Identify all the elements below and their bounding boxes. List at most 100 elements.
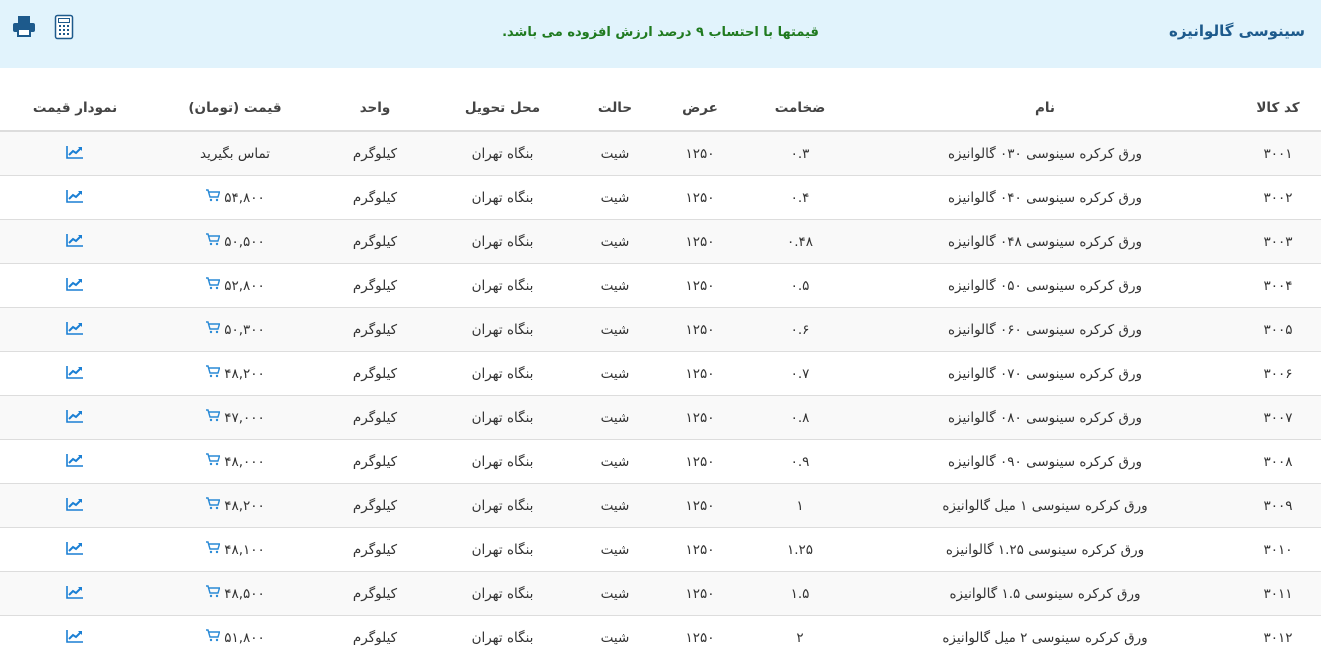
unit-cell: کیلوگرم	[320, 440, 430, 484]
code-cell: ۳۰۰۹	[1235, 484, 1321, 528]
code-cell: ۳۰۱۲	[1235, 616, 1321, 659]
cart-icon[interactable]	[205, 189, 220, 206]
name-cell: ورق کرکره سینوسی ۰۵۰ گالوانیزه	[855, 264, 1235, 308]
price-cell: ۵۱,۸۰۰	[150, 616, 320, 659]
price-chart-icon[interactable]	[66, 323, 84, 339]
code-cell: ۳۰۱۰	[1235, 528, 1321, 572]
state-cell: شیت	[575, 352, 655, 396]
chart-cell	[0, 440, 150, 484]
chart-cell	[0, 572, 150, 616]
price-value: ۴۸,۲۰۰	[224, 366, 265, 382]
thickness-cell: ۰.۷	[745, 352, 855, 396]
price-cell: ۴۸,۰۰۰	[150, 440, 320, 484]
delivery-cell: بنگاه تهران	[430, 264, 575, 308]
code-cell: ۳۰۱۱	[1235, 572, 1321, 616]
name-cell: ورق کرکره سینوسی ۰۴۰ گالوانیزه	[855, 176, 1235, 220]
state-cell: شیت	[575, 220, 655, 264]
code-cell: ۳۰۰۳	[1235, 220, 1321, 264]
unit-cell: کیلوگرم	[320, 528, 430, 572]
width-cell: ۱۲۵۰	[655, 440, 745, 484]
state-cell: شیت	[575, 176, 655, 220]
cart-icon[interactable]	[205, 497, 220, 514]
cart-icon[interactable]	[205, 629, 220, 646]
price-chart-icon[interactable]	[66, 191, 84, 207]
width-cell: ۱۲۵۰	[655, 352, 745, 396]
unit-cell: کیلوگرم	[320, 484, 430, 528]
unit-cell: کیلوگرم	[320, 616, 430, 659]
price-cell: تماس بگیرید	[150, 131, 320, 176]
name-cell: ورق کرکره سینوسی ۱ میل گالوانیزه	[855, 484, 1235, 528]
code-cell: ۳۰۰۲	[1235, 176, 1321, 220]
delivery-cell: بنگاه تهران	[430, 220, 575, 264]
price-chart-icon[interactable]	[66, 455, 84, 471]
cart-icon[interactable]	[205, 453, 220, 470]
column-header: ضخامت	[745, 86, 855, 131]
delivery-cell: بنگاه تهران	[430, 616, 575, 659]
price-chart-icon[interactable]	[66, 147, 84, 163]
price-value: ۵۲,۸۰۰	[224, 278, 265, 294]
price-cell: ۵۲,۸۰۰	[150, 264, 320, 308]
chart-cell	[0, 396, 150, 440]
price-chart-icon[interactable]	[66, 367, 84, 383]
chart-cell	[0, 131, 150, 176]
width-cell: ۱۲۵۰	[655, 572, 745, 616]
thickness-cell: ۱	[745, 484, 855, 528]
code-cell: ۳۰۰۱	[1235, 131, 1321, 176]
delivery-cell: بنگاه تهران	[430, 572, 575, 616]
printer-icon[interactable]	[12, 14, 36, 44]
code-cell: ۳۰۰۷	[1235, 396, 1321, 440]
price-cell: ۵۴,۸۰۰	[150, 176, 320, 220]
thickness-cell: ۰.۴۸	[745, 220, 855, 264]
state-cell: شیت	[575, 572, 655, 616]
cart-icon[interactable]	[205, 409, 220, 426]
cart-icon[interactable]	[205, 585, 220, 602]
unit-cell: کیلوگرم	[320, 308, 430, 352]
thickness-cell: ۰.۳	[745, 131, 855, 176]
column-header: واحد	[320, 86, 430, 131]
page-header: سینوسی گالوانیزه قیمتها با احتساب ۹ درصد…	[0, 0, 1321, 68]
name-cell: ورق کرکره سینوسی ۰۸۰ گالوانیزه	[855, 396, 1235, 440]
price-value: ۵۰,۵۰۰	[224, 234, 265, 250]
price-value: ۴۷,۰۰۰	[224, 410, 265, 426]
delivery-cell: بنگاه تهران	[430, 528, 575, 572]
price-chart-icon[interactable]	[66, 499, 84, 515]
name-cell: ورق کرکره سینوسی ۰۷۰ گالوانیزه	[855, 352, 1235, 396]
price-cell: ۴۸,۱۰۰	[150, 528, 320, 572]
name-cell: ورق کرکره سینوسی ۰۹۰ گالوانیزه	[855, 440, 1235, 484]
price-chart-icon[interactable]	[66, 631, 84, 647]
price-value: ۵۰,۳۰۰	[224, 322, 265, 338]
price-cell: ۴۸,۲۰۰	[150, 352, 320, 396]
price-chart-icon[interactable]	[66, 411, 84, 427]
cart-icon[interactable]	[205, 541, 220, 558]
cart-icon[interactable]	[205, 365, 220, 382]
code-cell: ۳۰۰۸	[1235, 440, 1321, 484]
cart-icon[interactable]	[205, 277, 220, 294]
calculator-icon[interactable]	[54, 14, 74, 44]
chart-cell	[0, 264, 150, 308]
state-cell: شیت	[575, 396, 655, 440]
chart-cell	[0, 484, 150, 528]
cart-icon[interactable]	[205, 233, 220, 250]
column-header: کد کالا	[1235, 86, 1321, 131]
cart-icon[interactable]	[205, 321, 220, 338]
price-chart-icon[interactable]	[66, 543, 84, 559]
delivery-cell: بنگاه تهران	[430, 396, 575, 440]
price-value: ۵۱,۸۰۰	[224, 630, 265, 646]
thickness-cell: ۰.۹	[745, 440, 855, 484]
state-cell: شیت	[575, 484, 655, 528]
column-header: حالت	[575, 86, 655, 131]
price-chart-icon[interactable]	[66, 587, 84, 603]
delivery-cell: بنگاه تهران	[430, 308, 575, 352]
unit-cell: کیلوگرم	[320, 572, 430, 616]
thickness-cell: ۱.۵	[745, 572, 855, 616]
delivery-cell: بنگاه تهران	[430, 131, 575, 176]
price-chart-icon[interactable]	[66, 279, 84, 295]
price-chart-icon[interactable]	[66, 235, 84, 251]
unit-cell: کیلوگرم	[320, 220, 430, 264]
